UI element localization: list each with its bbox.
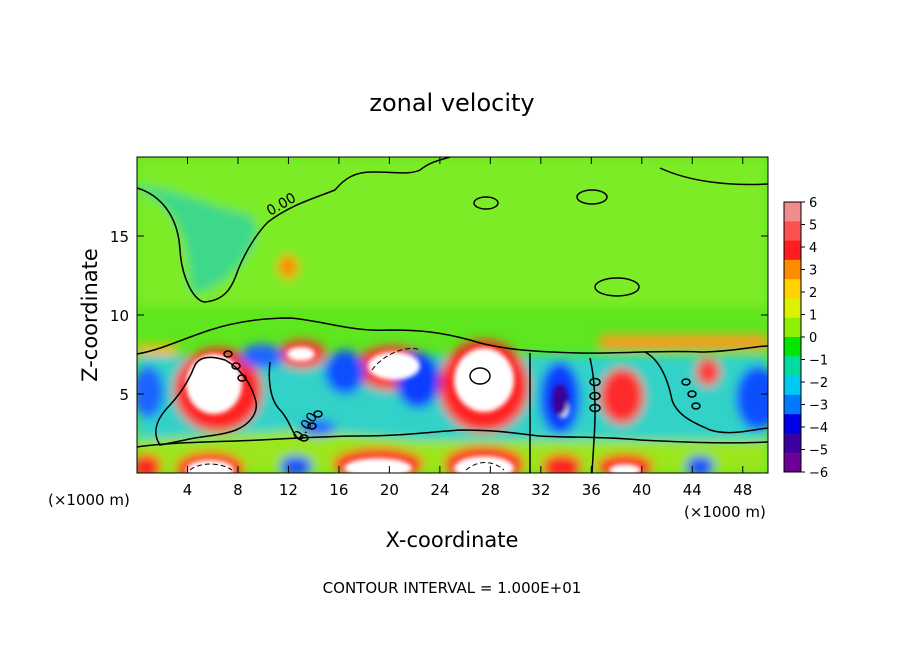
colorbar-swatch (784, 259, 801, 280)
ellipse-inner-28 (469, 367, 491, 385)
colorbar-swatch (784, 240, 801, 261)
colorbar-swatch (784, 356, 801, 377)
x-tick-label: 32 (531, 481, 550, 499)
teal-upper-left (137, 185, 256, 293)
dashed-x20 (371, 347, 421, 371)
colorbar-tick-label: 6 (809, 196, 817, 211)
contour-interval-footer: CONTOUR INTERVAL = 1.000E+01 (323, 579, 582, 597)
field-cores (186, 347, 641, 473)
colorbar-tick-label: −3 (809, 399, 828, 414)
orange-x12 (278, 255, 298, 279)
contour-island-c (594, 277, 640, 297)
blue-x10 (240, 344, 284, 368)
contour-x33-line (589, 357, 596, 473)
heatmap-field: 0.00 0.00 (137, 157, 768, 473)
colorbar-swatch (784, 317, 801, 338)
colorbar-tick-label: 0 (809, 331, 817, 346)
white-bottom-x5 (186, 460, 234, 473)
small-loops-x36 (589, 377, 601, 413)
x-axis-ticks: 4 8 12 16 20 24 28 32 36 40 44 48 (183, 157, 752, 499)
contour-x12-line (268, 361, 301, 441)
bottom-blue-x45 (686, 456, 714, 473)
red-x45 (696, 358, 720, 386)
colorbar-tick-label: −4 (809, 421, 828, 436)
y-tick-label: 15 (110, 228, 129, 246)
white-core-x6 (186, 354, 242, 414)
contour-lines (137, 157, 768, 473)
x-tick-label: 24 (430, 481, 449, 499)
zero-contour-top-right (659, 167, 768, 186)
orange-band-right (600, 335, 768, 349)
x-tick-label: 48 (733, 481, 752, 499)
y-axis-ticks: 5 10 15 (110, 228, 768, 404)
y-axis-label: Z-coordinate (78, 248, 102, 382)
colorbar-tick-label: −1 (809, 354, 828, 369)
colorbar-swatch (784, 337, 801, 357)
chart-title: zonal velocity (369, 89, 534, 117)
contour-island-a (473, 196, 499, 210)
colorbar-tick-label: 1 (809, 309, 817, 324)
x-axis-label: X-coordinate (386, 528, 519, 552)
white-bottom-x39 (609, 464, 641, 473)
x-tick-label: 4 (183, 481, 193, 499)
blue-x17 (325, 350, 365, 394)
zero-contour-band (137, 317, 768, 355)
colorbar-swatch (784, 279, 801, 299)
colorbar-swatch (784, 202, 801, 222)
red-x38 (600, 368, 644, 424)
blue-x1 (137, 366, 164, 418)
contour-right-loop (644, 351, 768, 434)
white-core-x20 (368, 352, 420, 380)
bottom-red-x1 (137, 454, 161, 473)
colorbar-swatch (784, 452, 801, 473)
x-tick-label: 40 (632, 481, 651, 499)
purple-core-x33 (552, 384, 568, 416)
x-tick-label: 36 (582, 481, 601, 499)
blue-x49 (736, 366, 768, 430)
x-tick-label: 44 (683, 481, 702, 499)
small-loops-x13 (299, 410, 323, 442)
colorbar-swatch (784, 414, 801, 434)
colorbar-tick-label: 5 (809, 219, 817, 234)
dashed-bottom-x5 (189, 463, 233, 471)
x-unit-left: (×1000 m) (48, 491, 130, 509)
bottom-red-x34 (542, 454, 582, 473)
colorbar-tick-label: −2 (809, 376, 828, 391)
contour-island-b (576, 189, 608, 205)
colorbar-swatch (784, 375, 801, 396)
colorbar: 6 5 4 3 2 1 0 −1 −2 −3 −4 −5 −6 (783, 196, 828, 481)
x-tick-label: 28 (481, 481, 500, 499)
y-tick-label: 5 (119, 386, 129, 404)
small-loops-x8 (223, 350, 247, 382)
x-tick-label: 8 (233, 481, 243, 499)
dashed-contours (189, 347, 505, 471)
colorbar-tick-label: 2 (809, 286, 817, 301)
colorbar-swatch (784, 433, 801, 454)
colorbar-tick-label: 4 (809, 241, 817, 256)
colorbar-tick-label: −5 (809, 444, 828, 459)
white-core-x28 (454, 348, 514, 412)
y-tick-label: 10 (110, 307, 129, 325)
colorbar-tick-label: 3 (809, 264, 817, 279)
dashed-bottom-x27 (465, 462, 505, 471)
contour-bottom-wave (137, 429, 768, 448)
white-bottom-x18 (344, 458, 412, 473)
x-tick-label: 16 (329, 481, 348, 499)
orange-band-left (137, 345, 177, 355)
x-unit-right: (×1000 m) (684, 503, 766, 521)
zero-contour-upper (137, 157, 451, 303)
x-tick-label: 12 (279, 481, 298, 499)
x-tick-label: 20 (380, 481, 399, 499)
white-bottom-x27 (454, 456, 514, 473)
colorbar-swatch (784, 221, 801, 242)
colorbar-swatch (784, 394, 801, 415)
contour-left-loop (155, 356, 257, 446)
colorbar-swatch (784, 298, 801, 319)
small-loops-x44 (681, 378, 701, 410)
white-core-x13 (287, 347, 315, 361)
colorbar-tick-label: −6 (809, 466, 828, 481)
